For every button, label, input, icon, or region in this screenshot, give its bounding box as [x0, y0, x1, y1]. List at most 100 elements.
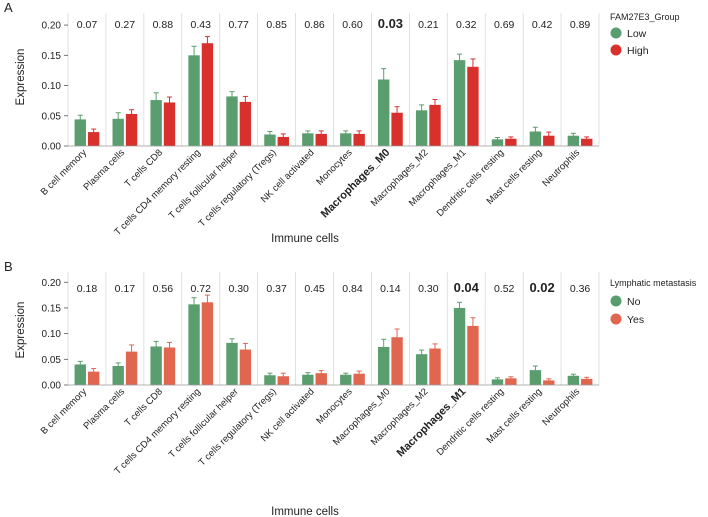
bar-high [239, 101, 252, 146]
bar-yes [543, 380, 555, 385]
panel-letter: B [4, 259, 13, 274]
p-value-label: 0.36 [570, 283, 591, 295]
bar-high [505, 138, 517, 146]
bar-low [264, 134, 276, 146]
y-tick-label: 0.10 [42, 81, 62, 92]
bar-low [150, 100, 162, 146]
legend-label-no: No [627, 296, 641, 308]
p-value-label: 0.77 [228, 19, 249, 31]
bar-high [581, 138, 593, 146]
x-tick-label: Plasma cells [82, 147, 128, 193]
p-value-label: 0.60 [342, 19, 363, 31]
legend-title: Lymphatic metastasis [610, 278, 697, 288]
bar-yes [277, 376, 289, 385]
y-tick-label: 0.10 [42, 329, 62, 340]
p-value-label: 0.17 [115, 283, 136, 295]
bar-low [529, 131, 542, 146]
p-value-label: 0.32 [456, 19, 477, 31]
bar-yes [315, 373, 327, 385]
x-tick-label: T cells regulatory (Tregs) [197, 386, 279, 468]
bar-low [453, 60, 466, 147]
bar-no [340, 374, 352, 385]
p-value-label: 0.88 [153, 19, 174, 31]
p-value-label: 0.86 [304, 19, 325, 31]
bar-low [415, 110, 428, 146]
bar-high [125, 113, 138, 146]
bar-yes [239, 349, 252, 385]
p-value-label: 0.37 [266, 283, 287, 295]
p-value-label: 0.03 [378, 16, 403, 31]
x-axis-label: Immune cells [271, 506, 339, 517]
x-tick-label: T cells regulatory (Tregs) [197, 147, 279, 229]
bar-yes [505, 378, 517, 385]
p-value-label: 0.07 [77, 19, 98, 31]
x-tick-label: Dendritic cells resting [435, 147, 507, 219]
bar-low [74, 119, 86, 146]
bar-yes [429, 348, 441, 385]
bar-high [201, 43, 214, 146]
p-value-label: 0.69 [494, 19, 515, 31]
y-axis-label: Expression [15, 49, 27, 106]
p-value-label: 0.56 [153, 283, 174, 295]
bar-high [87, 132, 100, 146]
x-tick-label: T cells follicular helper [167, 147, 241, 221]
bar-no [415, 354, 428, 385]
legend-swatch-high [610, 44, 622, 56]
x-axis-label: Immune cells [271, 233, 339, 245]
bar-low [340, 133, 352, 146]
bar-no [302, 374, 314, 385]
bar-no [264, 375, 276, 385]
x-tick-label: Dendritic cells resting [435, 386, 507, 458]
bar-yes [87, 371, 100, 385]
bar-low [567, 135, 580, 146]
panel-a: A 0.00 0.05 0.10 0.15 0.20 Expression 0.07 0.27 0… [4, 0, 680, 245]
bar-no [112, 365, 124, 385]
bar-no [150, 346, 162, 385]
x-tick-label: B cell memory [39, 386, 90, 437]
bar-low [226, 96, 238, 146]
bar-high [163, 102, 176, 146]
panel-letter: A [4, 0, 13, 15]
y-tick-label: 0.05 [42, 111, 62, 122]
p-value-label: 0.84 [342, 283, 363, 295]
bar-no [453, 307, 466, 385]
bar-high [391, 112, 403, 146]
bar-yes [125, 351, 138, 385]
y-tick-label: 0.15 [42, 51, 62, 62]
legend-swatch-low [610, 27, 622, 39]
y-tick-label: 0.20 [42, 21, 62, 32]
y-tick-label: 0.05 [42, 355, 62, 366]
x-tick-label: Macrophages_M1 [395, 386, 469, 460]
bar-yes [391, 337, 403, 385]
bar-high [315, 133, 327, 146]
bar-low [112, 118, 124, 146]
bar-yes [581, 378, 593, 385]
y-tick-label: 0.00 [42, 142, 62, 153]
bar-no [74, 364, 86, 385]
p-value-label: 0.30 [228, 283, 249, 295]
legend-swatch-no [610, 295, 622, 307]
p-value-label: 0.02 [529, 280, 554, 295]
bar-yes [163, 347, 176, 385]
bar-low [491, 139, 504, 146]
panel-b: B 0.00 0.05 0.10 0.15 0.20 Expression 0.18 0.17 0… [4, 259, 697, 517]
p-value-label: 0.04 [454, 280, 480, 295]
bar-yes [201, 302, 214, 385]
p-value-label: 0.27 [115, 19, 136, 31]
bar-high [353, 133, 365, 146]
legend-label-yes: Yes [627, 314, 644, 326]
y-tick-label: 0.00 [42, 381, 62, 392]
p-value-label: 0.85 [266, 19, 287, 31]
legend-label-high: High [627, 45, 649, 57]
p-value-label: 0.43 [191, 19, 212, 31]
x-tick-label: Plasma cells [82, 386, 128, 432]
bar-yes [467, 325, 479, 385]
p-value-label: 0.14 [380, 283, 401, 295]
bar-high [429, 104, 441, 146]
p-value-label: 0.18 [77, 283, 98, 295]
x-tick-label: Neutrophils [540, 147, 582, 189]
bar-low [302, 133, 314, 146]
bar-yes [353, 373, 365, 385]
x-tick-label: B cell memory [39, 147, 90, 198]
